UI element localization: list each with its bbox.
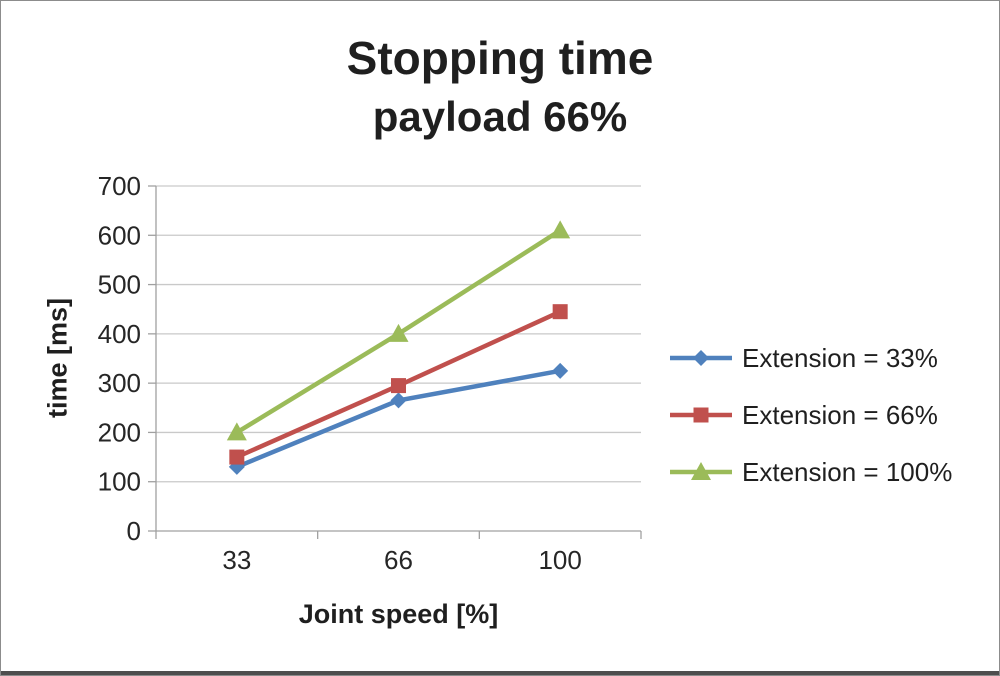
x-tick-label: 100	[538, 545, 581, 575]
legend-item: Extension = 66%	[669, 399, 952, 430]
bottom-border	[1, 671, 999, 675]
legend: Extension = 33% Extension = 66% Extension …	[669, 342, 953, 487]
square-marker	[693, 407, 709, 423]
y-tick-label: 200	[98, 417, 141, 447]
triangle-marker	[226, 422, 247, 441]
chart-title: Stopping time	[346, 32, 654, 84]
legend-key-triangle	[670, 462, 732, 480]
square-marker	[229, 449, 245, 465]
triangle-marker	[691, 462, 711, 480]
y-tick-label: 500	[98, 270, 141, 300]
diamond-marker	[552, 362, 569, 379]
legend-item: Extension = 33%	[669, 342, 952, 373]
y-tick-label: 0	[127, 516, 141, 546]
triangle-marker	[388, 323, 409, 342]
y-tick-label: 100	[98, 467, 141, 497]
plot-area: 0 100 200 300 400 500 600 700 33 66 100	[98, 171, 642, 575]
square-marker	[552, 304, 568, 320]
legend-item: Extension = 100%	[669, 456, 953, 487]
legend-label: Extension = 100%	[742, 456, 953, 487]
legend-key-diamond	[670, 350, 732, 366]
y-tick-label: 400	[98, 319, 141, 349]
diamond-marker	[693, 350, 709, 366]
y-tick-label: 700	[98, 171, 141, 201]
y-tick-label: 600	[98, 220, 141, 250]
x-tick-label: 33	[222, 545, 251, 575]
square-marker	[391, 378, 406, 394]
x-tick-label: 66	[384, 545, 413, 575]
legend-label: Extension = 33%	[742, 342, 938, 373]
chart-subtitle: payload 66%	[372, 93, 628, 140]
diamond-marker	[390, 392, 407, 409]
y-tick-label: 300	[98, 368, 141, 398]
y-axis-title: time [ms]	[42, 297, 73, 419]
triangle-marker	[550, 220, 571, 239]
x-axis-title: Joint speed [%]	[298, 599, 499, 629]
legend-key-square	[670, 407, 732, 423]
legend-label: Extension = 66%	[742, 399, 938, 430]
